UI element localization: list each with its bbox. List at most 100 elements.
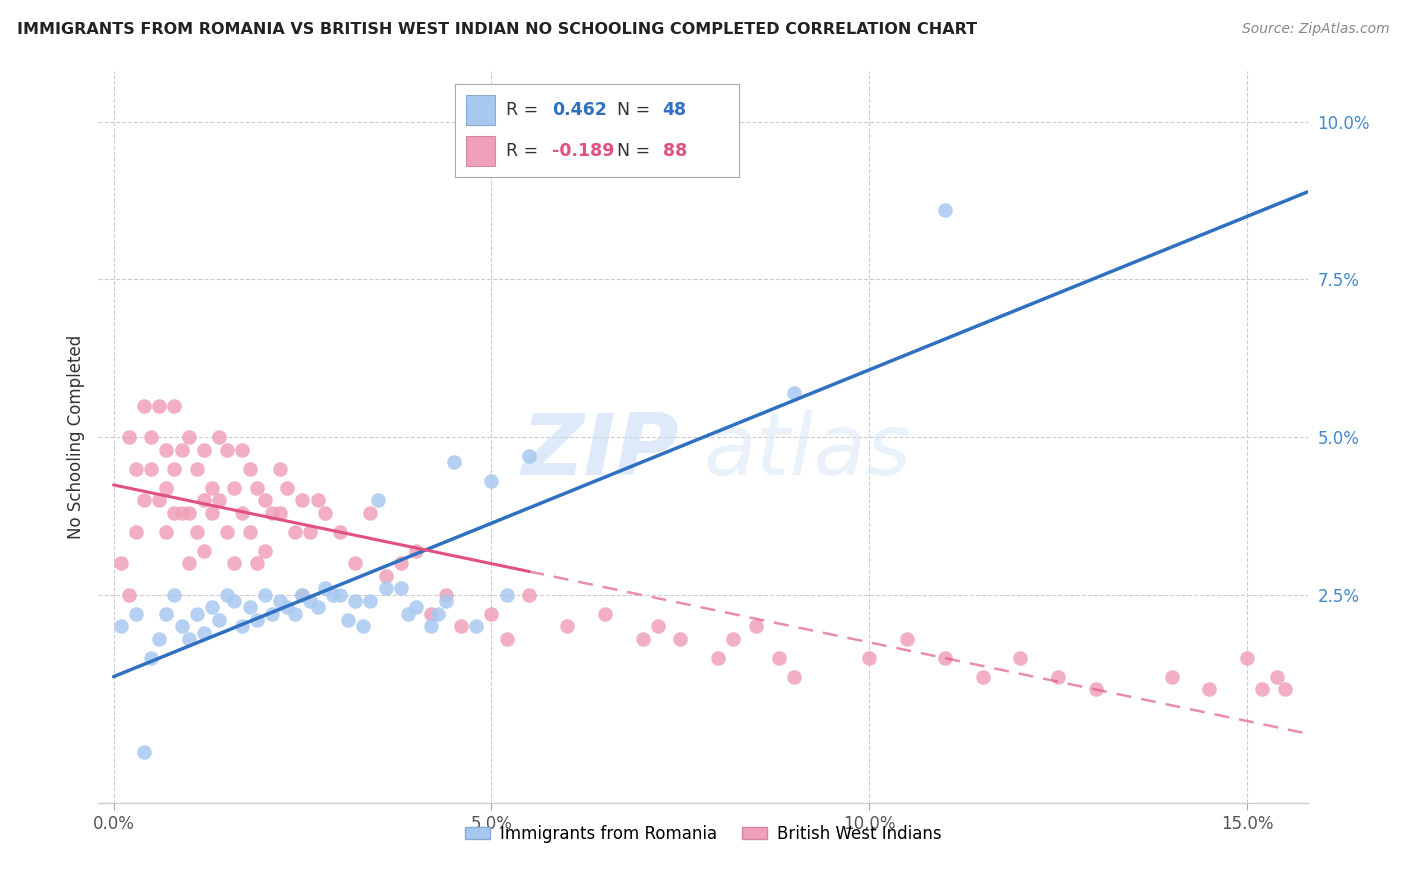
Point: [201, 481, 224, 495]
Point: [179, 556, 201, 570]
Point: [434, 594, 457, 608]
Point: [163, 506, 186, 520]
Point: [1267, 670, 1289, 684]
Point: [934, 650, 956, 665]
Point: [322, 588, 344, 602]
Point: [239, 524, 262, 539]
Text: atlas: atlas: [703, 410, 911, 493]
Point: [555, 619, 578, 633]
Point: [269, 506, 291, 520]
Point: [262, 607, 284, 621]
Point: [934, 203, 956, 218]
Point: [163, 588, 186, 602]
Point: [201, 506, 224, 520]
Point: [125, 607, 148, 621]
Point: [132, 493, 155, 508]
Point: [253, 588, 276, 602]
Point: [481, 474, 503, 488]
Point: [336, 613, 359, 627]
Point: [215, 442, 238, 457]
Point: [291, 588, 314, 602]
Point: [443, 455, 465, 469]
Point: [246, 481, 269, 495]
Point: [1160, 670, 1182, 684]
Point: [170, 619, 193, 633]
Point: [723, 632, 745, 646]
Point: [208, 430, 231, 444]
Point: [186, 607, 208, 621]
Point: [360, 506, 382, 520]
Point: [1085, 682, 1108, 697]
Point: [299, 524, 322, 539]
Point: [179, 506, 201, 520]
Point: [972, 670, 994, 684]
Point: [450, 619, 472, 633]
Point: [141, 650, 163, 665]
Point: [389, 582, 412, 596]
Point: [125, 524, 148, 539]
Point: [110, 619, 132, 633]
Point: [768, 650, 790, 665]
Point: [745, 619, 768, 633]
Text: Source: ZipAtlas.com: Source: ZipAtlas.com: [1241, 22, 1389, 37]
Point: [314, 582, 336, 596]
Point: [647, 619, 669, 633]
Point: [344, 556, 367, 570]
Point: [239, 461, 262, 475]
Point: [148, 493, 170, 508]
Point: [434, 588, 457, 602]
Point: [110, 556, 132, 570]
Point: [262, 506, 284, 520]
Point: [314, 506, 336, 520]
Point: [1198, 682, 1220, 697]
Point: [707, 650, 730, 665]
Point: [148, 399, 170, 413]
Point: [224, 481, 246, 495]
Point: [201, 600, 224, 615]
Point: [231, 442, 253, 457]
Point: [389, 556, 412, 570]
Point: [858, 650, 880, 665]
Point: [186, 524, 208, 539]
Point: [170, 442, 193, 457]
Point: [148, 632, 170, 646]
Point: [155, 481, 177, 495]
Point: [132, 745, 155, 759]
Point: [1010, 650, 1032, 665]
Legend: Immigrants from Romania, British West Indians: Immigrants from Romania, British West In…: [458, 818, 948, 849]
Point: [125, 461, 148, 475]
Text: IMMIGRANTS FROM ROMANIA VS BRITISH WEST INDIAN NO SCHOOLING COMPLETED CORRELATIO: IMMIGRANTS FROM ROMANIA VS BRITISH WEST …: [17, 22, 977, 37]
Point: [374, 569, 396, 583]
Point: [367, 493, 389, 508]
Point: [239, 600, 262, 615]
Point: [269, 461, 291, 475]
Text: ZIP: ZIP: [522, 410, 679, 493]
Point: [299, 594, 322, 608]
Point: [193, 493, 215, 508]
Point: [224, 594, 246, 608]
Point: [231, 619, 253, 633]
Point: [481, 607, 503, 621]
Point: [132, 399, 155, 413]
Point: [896, 632, 918, 646]
Point: [1251, 682, 1274, 697]
Point: [593, 607, 616, 621]
Point: [307, 493, 329, 508]
Point: [163, 461, 186, 475]
Point: [352, 619, 374, 633]
Point: [782, 670, 804, 684]
Point: [427, 607, 450, 621]
Point: [405, 543, 427, 558]
Point: [193, 442, 215, 457]
Point: [231, 506, 253, 520]
Point: [405, 600, 427, 615]
Point: [360, 594, 382, 608]
Point: [374, 582, 396, 596]
Point: [329, 588, 352, 602]
Point: [517, 449, 540, 463]
Point: [163, 399, 186, 413]
Point: [465, 619, 488, 633]
Point: [1274, 682, 1296, 697]
Point: [141, 461, 163, 475]
Point: [193, 625, 215, 640]
